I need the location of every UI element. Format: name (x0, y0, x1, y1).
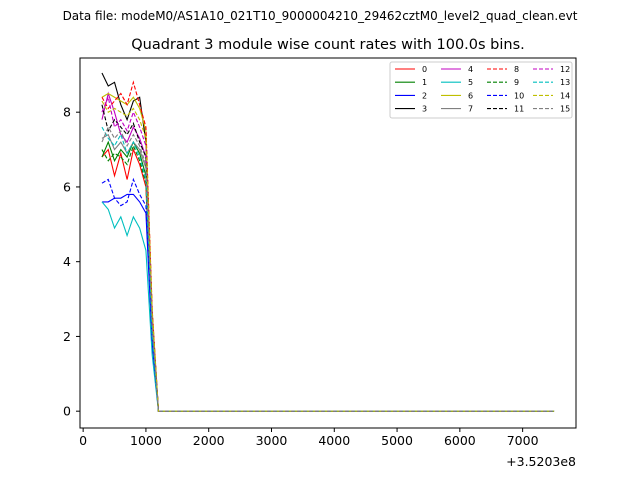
x-offset-label: +3.5203e8 (506, 454, 576, 469)
series-line-9 (101, 144, 555, 412)
y-axis: 0 2 4 6 8 (63, 105, 80, 419)
legend-label-12: 12 (560, 65, 570, 74)
legend-box (389, 61, 573, 119)
legend-label-10: 10 (514, 91, 524, 100)
legend-label-15: 15 (560, 105, 570, 114)
legend-label-7: 7 (468, 105, 473, 114)
y-tick-label: 4 (63, 254, 71, 269)
series-line-10 (101, 177, 555, 412)
y-tick-label: 8 (63, 105, 71, 120)
legend-label-2: 2 (422, 91, 427, 100)
legend-label-6: 6 (468, 91, 473, 100)
y-tick-label: 6 (63, 179, 71, 194)
x-tick-label: 0 (79, 433, 87, 448)
legend-label-13: 13 (560, 78, 570, 87)
chart-title: Quadrant 3 module wise count rates with … (131, 37, 525, 53)
series-line-5 (101, 201, 555, 412)
x-tick-label: 1000 (130, 433, 162, 448)
x-axis: 0 1000 2000 3000 4000 5000 6000 7000 (79, 428, 539, 448)
x-tick-label: 2000 (193, 433, 225, 448)
x-tick-label: 5000 (381, 433, 413, 448)
legend-label-8: 8 (514, 65, 519, 74)
x-tick-label: 4000 (318, 433, 350, 448)
legend-label-5: 5 (468, 78, 473, 87)
legend-label-0: 0 (422, 65, 427, 74)
legend-label-11: 11 (514, 105, 524, 114)
legend-label-3: 3 (422, 105, 427, 114)
suptitle: Data file: modeM0/AS1A10_021T10_90000042… (63, 9, 578, 23)
series-line-2 (101, 193, 555, 412)
axes-frame (79, 57, 577, 429)
y-tick-label: 2 (63, 329, 71, 344)
x-tick-label: 6000 (444, 433, 476, 448)
y-tick-label: 0 (63, 404, 71, 419)
x-tick-label: 7000 (507, 433, 539, 448)
legend-label-4: 4 (468, 65, 473, 74)
series-line-13 (101, 126, 555, 412)
series-line-15 (101, 125, 555, 412)
plot-area (101, 72, 555, 412)
legend-label-14: 14 (560, 91, 570, 100)
legend-label-9: 9 (514, 78, 519, 87)
legend-label-1: 1 (422, 78, 427, 87)
x-tick-label: 3000 (256, 433, 288, 448)
